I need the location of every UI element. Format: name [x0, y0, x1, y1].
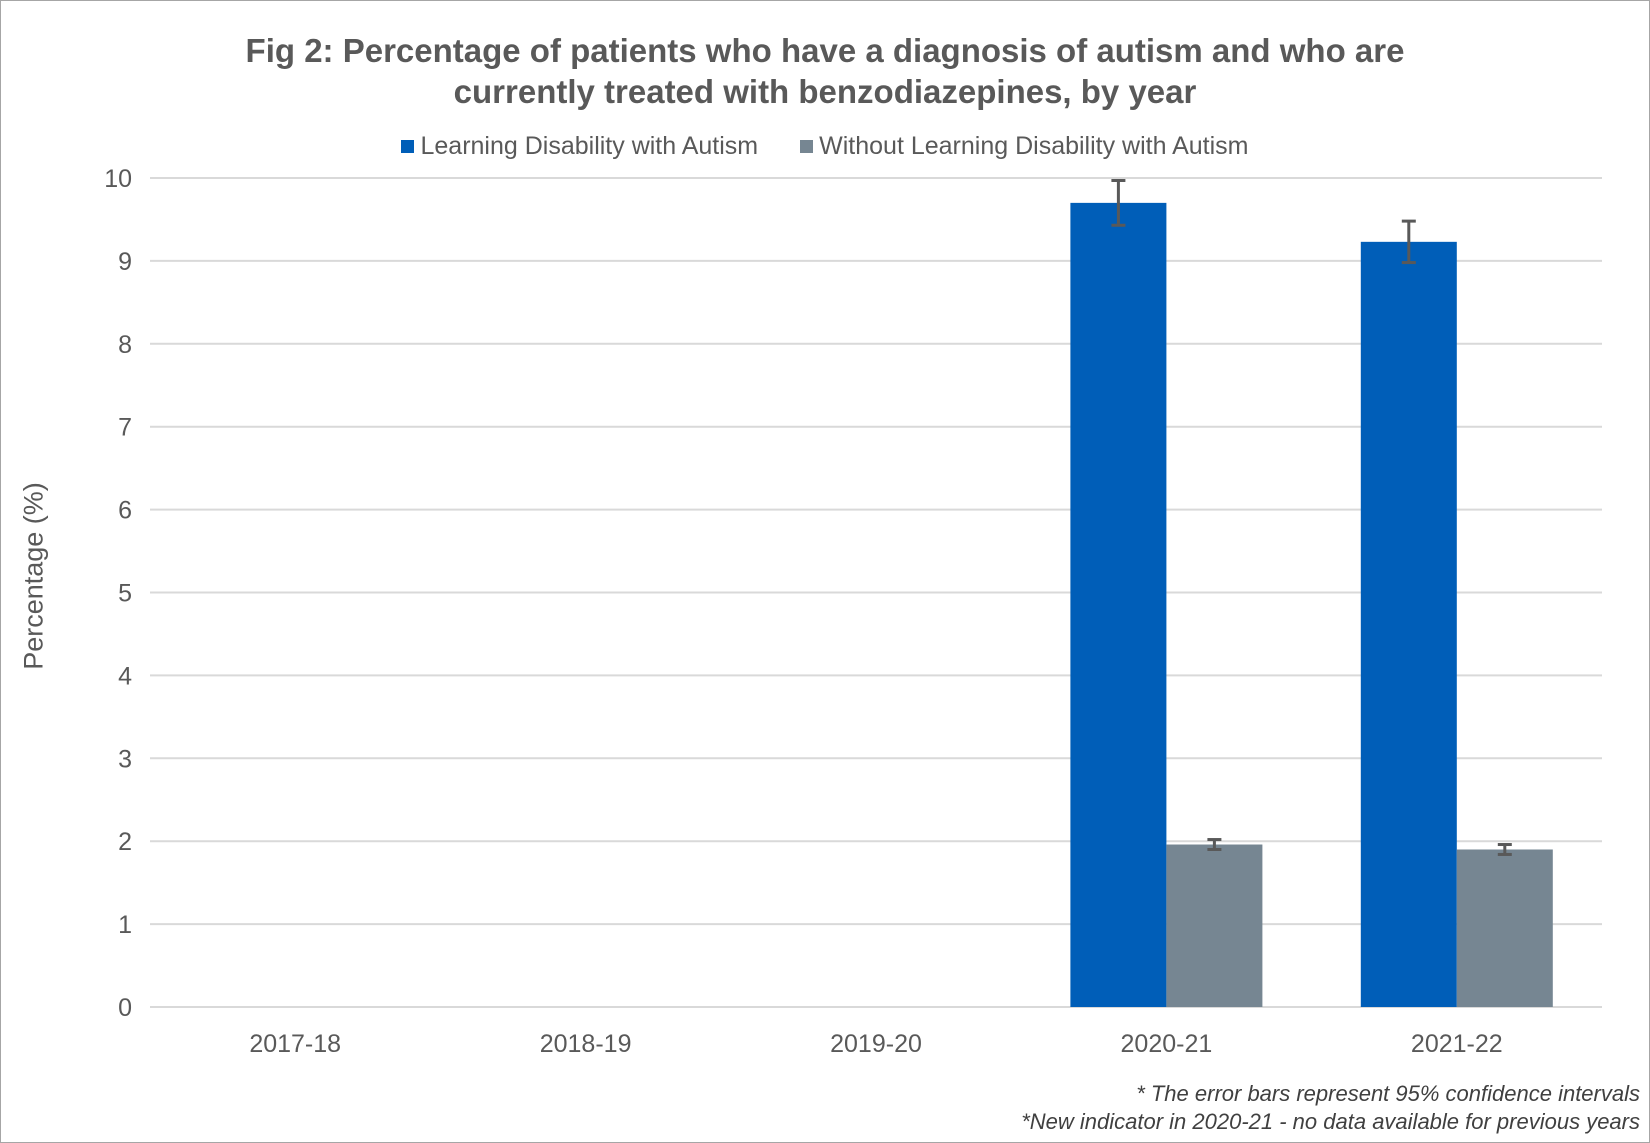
y-tick-label-8: 8 — [118, 331, 132, 359]
y-tick-label-5: 5 — [118, 580, 132, 608]
y-tick-label-6: 6 — [118, 497, 132, 525]
y-tick-label-3: 3 — [118, 745, 132, 773]
legend-item-series-1: Learning Disability with Autism — [401, 132, 758, 161]
x-tick-label-2018-19: 2018-19 — [540, 1030, 632, 1058]
x-tick-label-2017-18: 2017-18 — [249, 1030, 341, 1058]
note-error-bars: * The error bars represent 95% confidenc… — [1136, 1081, 1640, 1106]
y-tick-label-1: 1 — [118, 911, 132, 939]
chart-title: Fig 2: Percentage of patients who have a… — [0, 30, 1650, 112]
legend-swatch-series-1 — [401, 140, 415, 153]
y-tick-label-2: 2 — [118, 828, 132, 856]
y-tick-label-9: 9 — [118, 248, 132, 276]
bar-2021-22-series-1 — [1360, 241, 1457, 1007]
legend-label-series-1: Learning Disability with Autism — [420, 132, 759, 160]
legend-item-series-2: Without Learning Disability with Autism — [800, 132, 1249, 161]
bar-2020-21-series-1 — [1070, 202, 1167, 1007]
chart-notes: * The error bars represent 95% confidenc… — [1021, 1080, 1640, 1136]
y-tick-label-4: 4 — [118, 662, 132, 690]
bar-2021-22-series-2 — [1456, 849, 1553, 1007]
legend-swatch-series-2 — [800, 140, 814, 153]
bar-2020-21-series-2 — [1166, 844, 1263, 1007]
chart-title-line-2: currently treated with benzodiazepines, … — [453, 73, 1197, 110]
note-new-indicator: *New indicator in 2020-21 - no data avai… — [1021, 1109, 1640, 1134]
chart-legend: Learning Disability with Autism Without … — [0, 132, 1650, 161]
legend-label-series-2: Without Learning Disability with Autism — [819, 132, 1249, 160]
x-tick-label-2021-22: 2021-22 — [1411, 1030, 1503, 1058]
y-tick-label-10: 10 — [104, 165, 132, 193]
x-tick-label-2019-20: 2019-20 — [830, 1030, 922, 1058]
y-tick-label-7: 7 — [118, 414, 132, 442]
chart-title-line-1: Fig 2: Percentage of patients who have a… — [245, 32, 1405, 69]
y-tick-label-0: 0 — [118, 994, 132, 1022]
x-tick-label-2020-21: 2020-21 — [1121, 1030, 1213, 1058]
